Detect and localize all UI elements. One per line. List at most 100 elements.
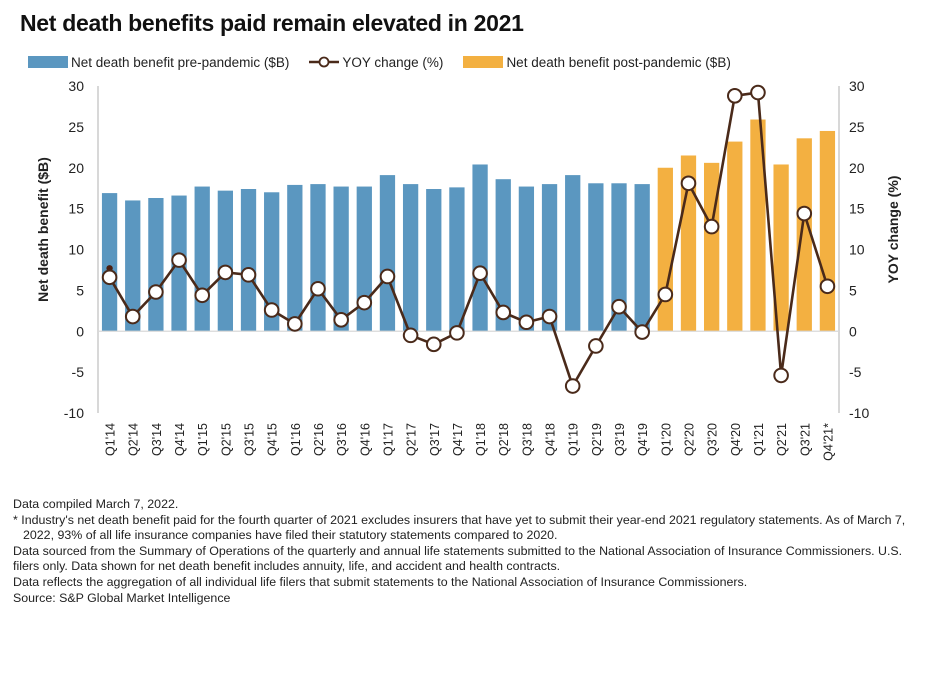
x-tick-label: Q2'14 (127, 423, 141, 456)
y2-tick-label: 10 (849, 242, 865, 258)
footnote-compiled: Data compiled March 7, 2022. (13, 497, 179, 511)
yoy-point (287, 316, 303, 332)
y-tick-label: 30 (68, 78, 84, 94)
bar-post-pandemic (773, 164, 789, 332)
bar-post-pandemic (727, 141, 743, 332)
x-tick-label: Q3'18 (520, 423, 534, 456)
y-axis-title: Net death benefit ($B) (35, 157, 51, 302)
x-tick-label: Q4'14 (173, 423, 187, 456)
y2-axis-title: YOY change (%) (885, 176, 901, 284)
x-tick-label: Q3'21 (798, 423, 812, 456)
bar-pre-pandemic (333, 186, 349, 332)
x-tick-label: Q4'20 (729, 423, 743, 456)
yoy-point (402, 327, 419, 344)
yoy-point (541, 308, 558, 325)
bar-pre-pandemic (194, 186, 210, 332)
x-tick-label: Q2'16 (312, 423, 326, 456)
yoy-point (379, 268, 396, 285)
legend-swatch-post-pandemic (463, 56, 504, 68)
bar-post-pandemic (750, 119, 766, 332)
bar-pre-pandemic (611, 183, 627, 332)
yoy-point (425, 336, 442, 353)
yoy-point (680, 175, 697, 192)
bar-pre-pandemic (634, 184, 650, 332)
bar-pre-pandemic (472, 164, 488, 332)
x-tick-label: Q4'21* (821, 423, 835, 461)
y2-tick-label: 25 (849, 119, 865, 135)
yoy-point (611, 298, 627, 315)
bar-pre-pandemic (287, 184, 303, 332)
yoy-point (657, 286, 674, 303)
chart-title: Net death benefits paid remain elevated … (20, 10, 524, 36)
footnote-q4-2021: * Industry's net death benefit paid for … (13, 512, 906, 543)
bar-pre-pandemic (240, 189, 257, 332)
y-tick-label: 25 (68, 119, 84, 135)
chart-canvas: -10 -5 0 5 10 15 20 25 30 -10 -5 0 5 10 15 20 25 30 Net de… (35, 78, 901, 461)
yoy-point (796, 205, 813, 222)
yoy-point (726, 88, 743, 104)
x-tick-label: Q1'19 (567, 423, 581, 456)
legend-item-post-pandemic: Net death benefit post-pandemic ($B) (463, 54, 731, 70)
y2-tick-label: 15 (849, 201, 865, 217)
x-tick-label: Q3'15 (243, 423, 257, 456)
legend-label-post-pandemic: Net death benefit post-pandemic ($B) (506, 54, 731, 70)
x-tick-label: Q1'21 (752, 423, 766, 456)
x-tick-label: Q4'19 (636, 423, 650, 456)
yoy-point (310, 280, 326, 297)
bar-pre-pandemic (426, 189, 442, 332)
y2-tick-label: 0 (849, 323, 857, 339)
yoy-point (449, 325, 465, 341)
legend-line-marker-icon (309, 56, 340, 68)
x-tick-label: Q3'19 (613, 423, 627, 456)
bar-pre-pandemic (148, 197, 164, 332)
yoy-point (124, 308, 141, 325)
yoy-point (819, 278, 836, 295)
yoy-point (495, 304, 512, 321)
bar-pre-pandemic (217, 190, 234, 332)
y-tick-label: -10 (64, 405, 84, 421)
yoy-point (240, 267, 257, 283)
x-tick-label: Q3'14 (150, 423, 164, 456)
bar-post-pandemic (796, 138, 812, 332)
bar-pre-pandemic (588, 183, 604, 332)
legend-label-pre-pandemic: Net death benefit pre-pandemic ($B) (71, 54, 290, 70)
x-tick-label: Q1'20 (659, 423, 673, 456)
legend-label-yoy: YOY change (%) (342, 54, 444, 70)
y2-tick-label: 30 (849, 78, 865, 94)
yoy-point (564, 378, 581, 394)
x-tick-label: Q4'18 (544, 423, 558, 456)
yoy-point (194, 287, 211, 304)
bar-post-pandemic (819, 130, 836, 332)
x-tick-label: Q1'16 (289, 423, 303, 456)
yoy-point (217, 264, 234, 281)
yoy-point (634, 324, 650, 340)
bar-pre-pandemic (495, 179, 511, 332)
x-tick-label: Q1'14 (104, 423, 118, 456)
yoy-point (703, 218, 720, 235)
y-tick-label: 0 (76, 323, 84, 339)
x-tick-label: Q2'17 (405, 423, 419, 456)
bar-pre-pandemic (264, 192, 280, 332)
y2-tick-label: 20 (849, 160, 865, 176)
y-tick-label: -5 (72, 364, 85, 380)
x-tick-label: Q4'15 (266, 423, 280, 456)
bar-pre-pandemic (101, 193, 118, 332)
bar-post-pandemic (703, 162, 720, 332)
yoy-point (148, 284, 164, 300)
yoy-point (356, 294, 373, 311)
x-tick-label: Q4'16 (358, 423, 372, 456)
footnotes: Data compiled March 7, 2022. * Industry'… (13, 497, 918, 606)
x-tick-label: Q2'21 (775, 423, 789, 456)
yoy-point (333, 312, 349, 328)
yoy-point (518, 314, 535, 331)
bar-pre-pandemic (518, 186, 535, 332)
y-tick-label: 20 (68, 160, 84, 176)
yoy-point (101, 269, 118, 286)
y-tick-label: 5 (76, 282, 84, 298)
yoy-point (263, 302, 280, 318)
bar-pre-pandemic (402, 184, 419, 332)
y2-tick-label: 5 (849, 282, 857, 298)
bar-pre-pandemic (565, 175, 581, 332)
y2-tick-label: -10 (849, 405, 869, 421)
bar-pre-pandemic (356, 186, 372, 332)
